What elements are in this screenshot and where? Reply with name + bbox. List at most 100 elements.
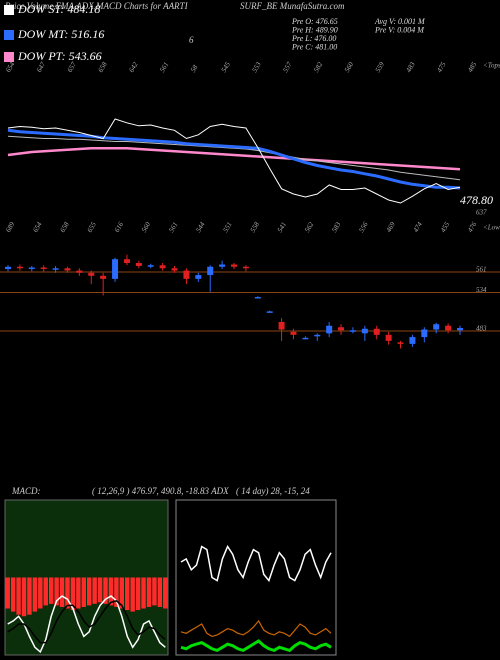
candle-body: [373, 328, 380, 335]
stat: Pre C: 481.00: [291, 42, 337, 51]
candle-body: [88, 272, 95, 276]
histogram-bar: [163, 577, 168, 609]
histogram-bar: [157, 577, 163, 607]
candle-body: [183, 270, 190, 279]
candle-body: [385, 334, 392, 341]
candle-body: [457, 328, 463, 331]
macd-line: [7, 595, 166, 654]
caption: ( 14 day) 28, -15, 24: [236, 486, 310, 496]
candle-body: [76, 270, 83, 273]
histogram-bar: [87, 577, 92, 606]
level-label: 534: [476, 286, 487, 294]
candle-body: [5, 266, 11, 270]
candle-body: [266, 311, 273, 313]
candle-body: [254, 297, 261, 299]
candle-body: [123, 259, 130, 263]
histogram-bar: [16, 577, 21, 615]
candle-body: [52, 268, 59, 270]
panel: [4, 499, 169, 656]
histogram-bar: [135, 577, 141, 611]
histogram-bar: [81, 577, 86, 607]
candle-body: [302, 337, 309, 340]
level-label: 483: [476, 325, 487, 333]
candle-body: [147, 265, 154, 267]
histogram-bar: [65, 577, 70, 609]
candle-body: [421, 329, 428, 338]
candle-body: [100, 275, 107, 279]
candle-body: [171, 268, 178, 271]
histogram-bar: [70, 577, 76, 611]
legend-swatch: [4, 5, 14, 15]
candle-body: [278, 321, 285, 330]
macd-line: [7, 599, 166, 644]
histogram-bar: [5, 577, 10, 609]
adx-line: [180, 544, 332, 583]
stat: Pre O: 476.65: [291, 17, 338, 26]
candle-body: [231, 264, 237, 267]
histogram-bar: [32, 577, 38, 612]
candle-body: [40, 267, 47, 270]
candle-body: [349, 330, 356, 332]
candle-body: [219, 264, 226, 267]
histogram-bar: [76, 577, 81, 609]
stat: Pre H: 489.90: [291, 25, 338, 34]
histogram-bar: [10, 577, 16, 612]
candle-body: [16, 266, 23, 269]
legend-swatch: [4, 52, 14, 62]
histogram-bar: [43, 577, 48, 606]
histogram-bar: [125, 577, 130, 611]
adx-line: [180, 639, 332, 653]
histogram-bar: [92, 577, 97, 604]
candle-body: [409, 337, 416, 344]
candle-body: [195, 275, 202, 279]
candle-body: [159, 265, 166, 269]
histogram-bar: [146, 577, 152, 607]
histogram-bar: [103, 577, 108, 604]
caption: <Tops: [483, 62, 500, 70]
histogram-bar: [38, 577, 43, 609]
candle-body: [445, 325, 452, 331]
price-line: [7, 128, 461, 190]
stat: Avg V: 0.001 M: [374, 17, 426, 26]
adx-line: [180, 619, 332, 638]
price-line: [7, 118, 461, 204]
candle-body: [112, 259, 119, 279]
legend-label: DOW ST: 484.18: [17, 2, 100, 16]
caption: <Lows: [483, 224, 500, 232]
candle-body: [64, 268, 71, 271]
candle-body: [361, 328, 368, 334]
panel: [175, 499, 337, 656]
candle-body: [433, 324, 440, 330]
candle-body: [290, 331, 297, 335]
right-tick: 637: [476, 209, 487, 217]
histogram-bar: [119, 577, 125, 609]
stat: Pre L: 476.00: [291, 34, 336, 43]
histogram-bar: [97, 577, 103, 603]
candle-body: [338, 327, 345, 331]
candle-body: [326, 325, 333, 334]
histogram-bar: [114, 577, 119, 607]
histogram-bar: [141, 577, 146, 609]
candle-body: [397, 342, 404, 344]
histogram-bar: [108, 577, 114, 606]
last-price: 478.80: [460, 193, 493, 207]
histogram-bar: [54, 577, 59, 606]
histogram-bar: [152, 577, 157, 606]
legend-swatch: [4, 30, 14, 40]
legend-label: DOW PT: 543.66: [17, 49, 102, 63]
histogram-bar: [59, 577, 65, 607]
caption: ( 12,26,9 ) 476.97, 490.8, -18.83 ADX: [92, 486, 229, 496]
candle-body: [314, 334, 321, 337]
title-right: SURF_BE MunafaSutra.com: [240, 1, 345, 11]
price-line: [7, 147, 461, 171]
caption: MACD:: [11, 486, 41, 496]
title-left: Price,Volume,EMA,ADX,MACD Charts for AAR…: [4, 1, 189, 11]
candle-body: [28, 267, 35, 270]
candle-body: [242, 266, 249, 269]
histogram-bar: [27, 577, 32, 615]
marker: 6: [189, 35, 194, 45]
histogram-bar: [48, 577, 54, 604]
level-label: 561: [476, 266, 487, 274]
rotated-label: 58: [189, 63, 200, 73]
